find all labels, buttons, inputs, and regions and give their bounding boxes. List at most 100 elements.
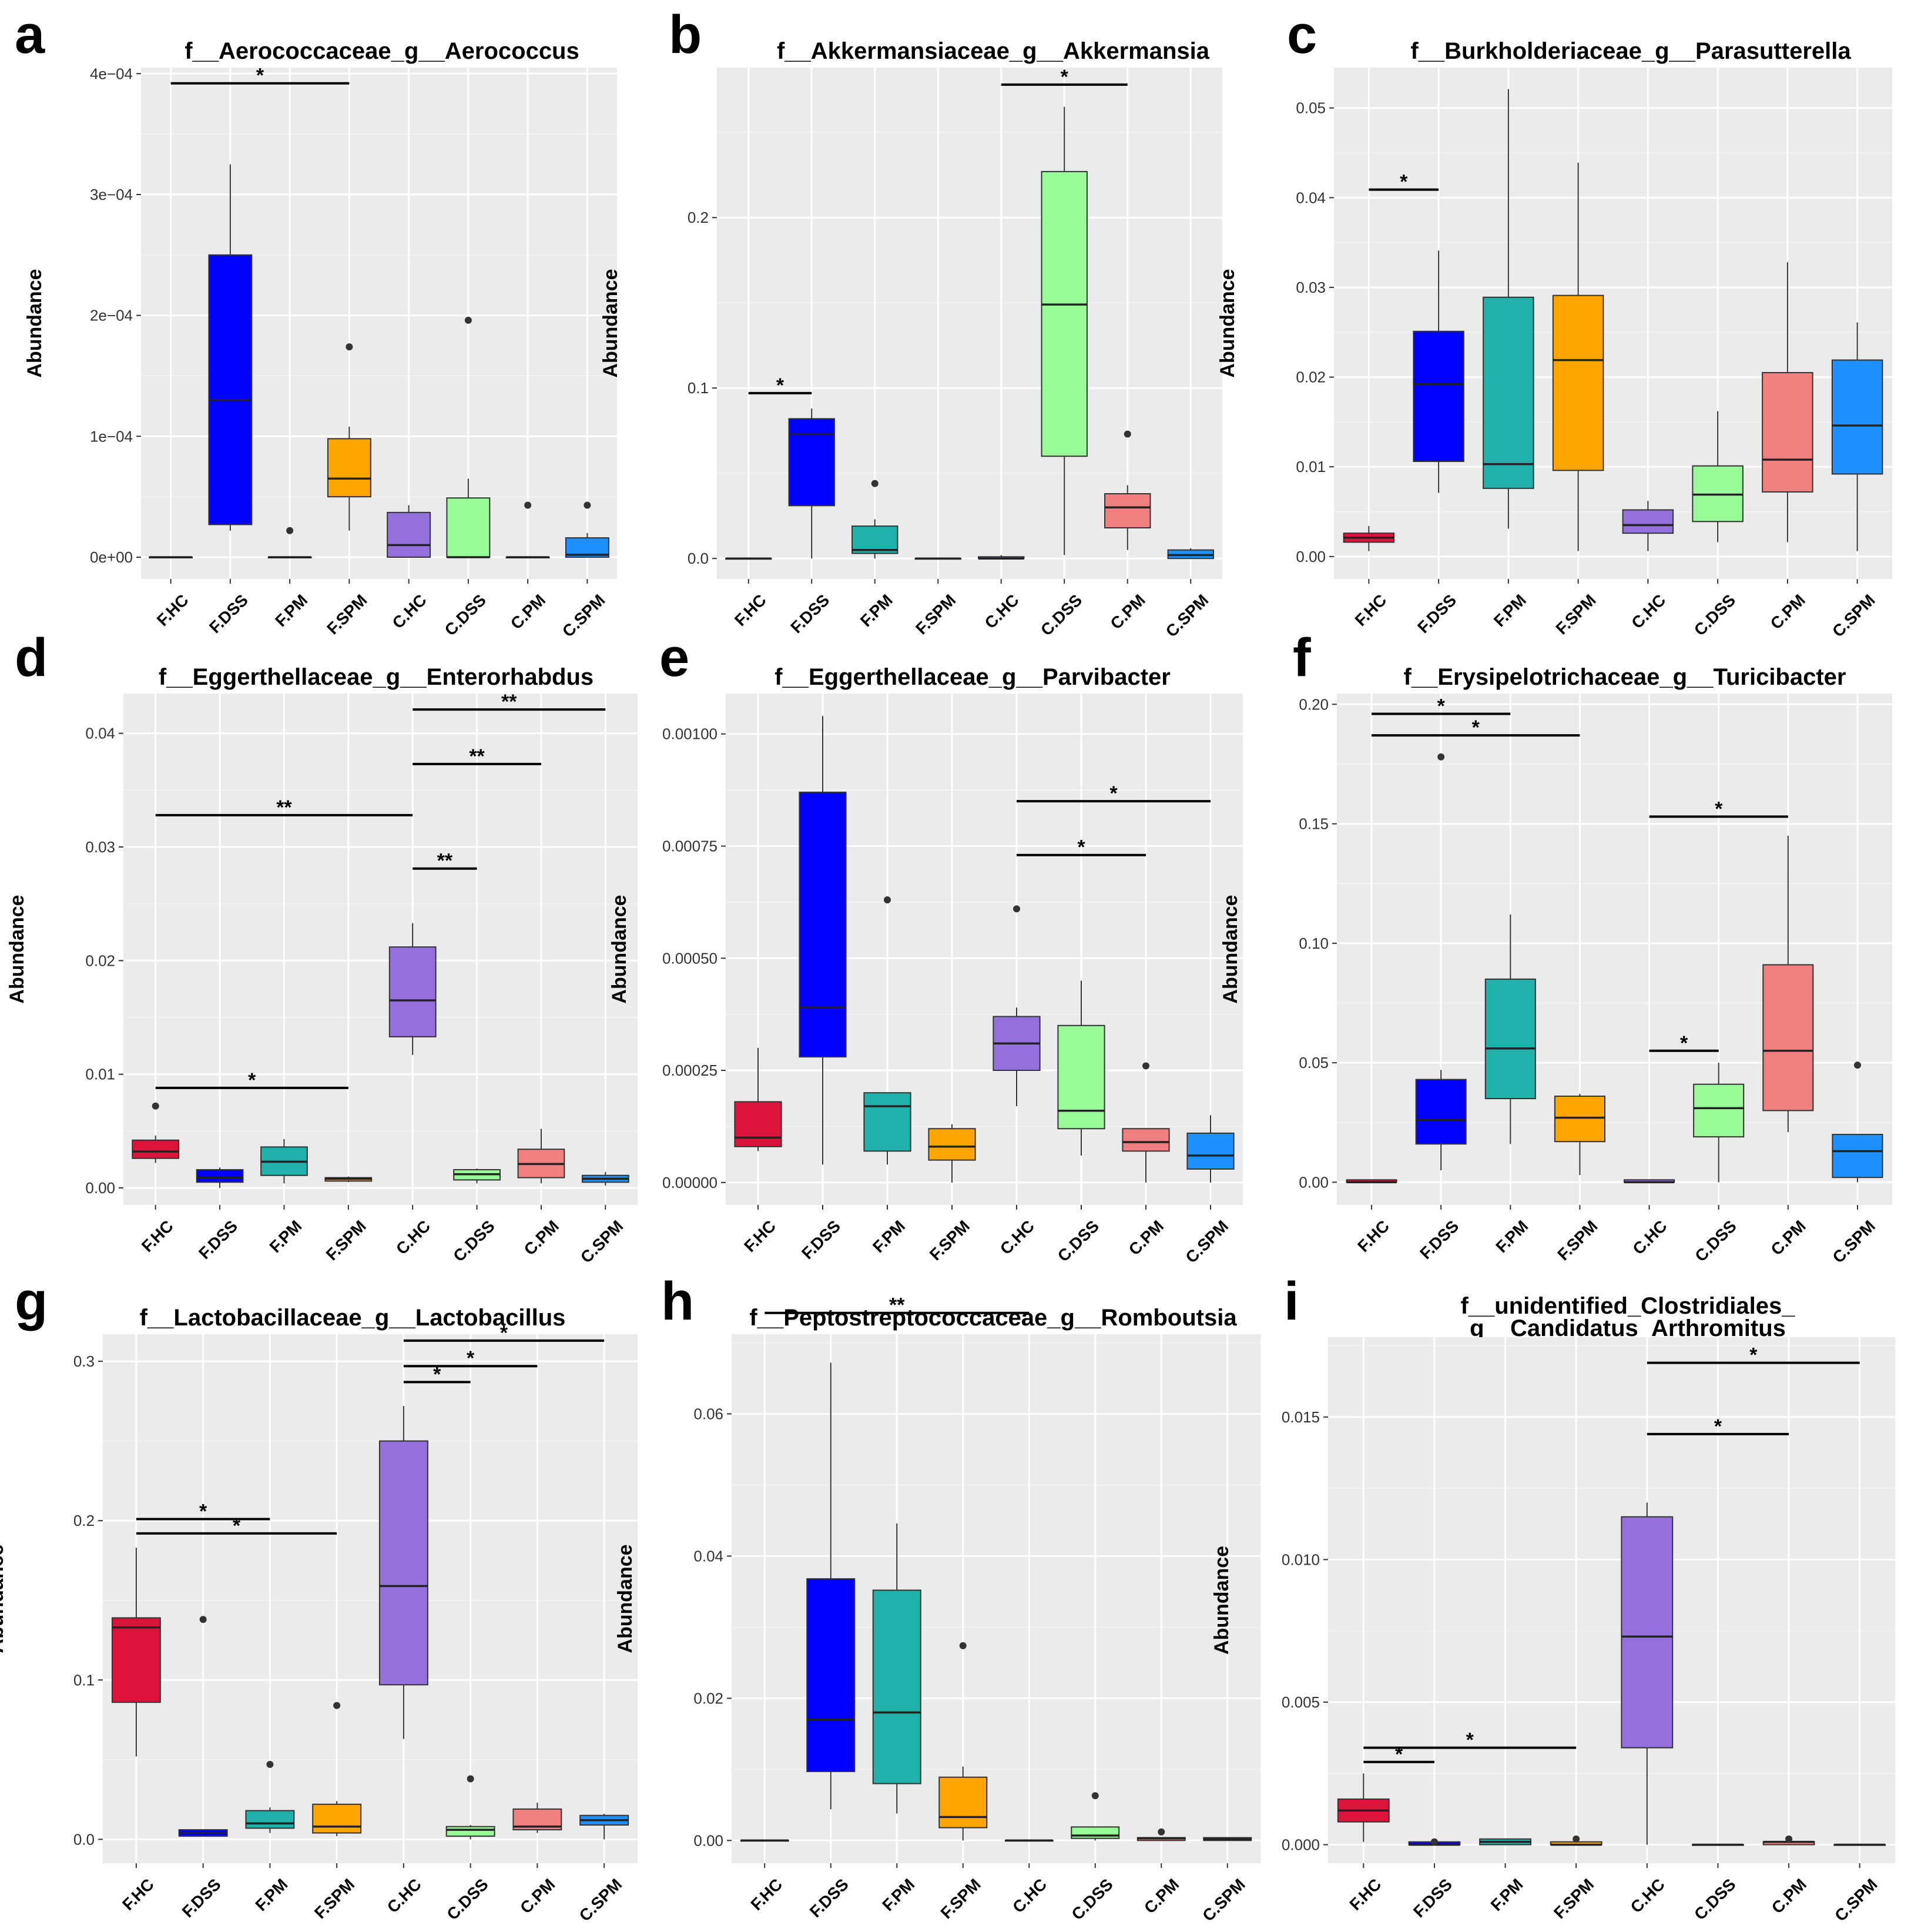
y-tick-label: 0.00025	[662, 1062, 718, 1079]
y-tick-label: 0.03	[1296, 279, 1326, 296]
x-tick-label: F.SPM	[311, 1875, 358, 1922]
box-body	[446, 497, 491, 558]
significance-stars: **	[437, 850, 453, 872]
outlier-point	[871, 480, 879, 487]
x-tick-label: F.HC	[1354, 1217, 1393, 1255]
box-body	[388, 946, 437, 1037]
panel-h: h f__Peptostreptococcaceae_g__Romboutsia 0…	[614, 1271, 1260, 1925]
significance-bracket: *	[1647, 1344, 1860, 1367]
x-tick-label: F.SPM	[926, 1217, 973, 1264]
y-axis-label: Abundance	[614, 1544, 636, 1653]
outlier-point	[884, 896, 891, 904]
plot-background	[123, 694, 638, 1205]
y-tick-label: 0.15	[1299, 815, 1329, 833]
y-tick-label: 0e+00	[90, 548, 133, 566]
significance-stars: *	[433, 1363, 441, 1385]
y-tick-label: 0.00050	[662, 949, 718, 967]
outlier-point	[1437, 753, 1445, 761]
y-axis-label: Abundance	[599, 269, 622, 377]
y-tick-label: 0.00	[85, 1179, 115, 1197]
box-body	[799, 791, 847, 1058]
panel-title: f__Aerococcaceae_g__Aerococcus	[185, 38, 579, 64]
x-tick-label: F.DSS	[1416, 1217, 1462, 1263]
x-tick-label: C.PM	[1107, 591, 1148, 632]
significance-stars: **	[276, 796, 292, 819]
x-tick-label: C.PM	[1125, 1217, 1167, 1258]
y-tick-label: 3e−04	[90, 186, 133, 203]
y-tick-label: 0.00000	[662, 1174, 718, 1191]
y-tick-label: 0.015	[1282, 1408, 1320, 1426]
significance-stars: *	[1077, 836, 1085, 859]
y-tick-label: 0.00	[1296, 548, 1326, 565]
x-tick-label: C.DSS	[1054, 1217, 1102, 1265]
y-axis-label: Abundance	[1216, 269, 1239, 377]
box-body	[851, 525, 898, 554]
panel-title: f__Eggerthellaceae_g__Enterorhabdus	[159, 664, 594, 690]
box-body	[327, 438, 371, 498]
significance-bracket: *	[136, 1500, 270, 1522]
significance-bracket: *	[1001, 66, 1128, 88]
significance-stars: *	[1437, 695, 1446, 718]
significance-stars: *	[467, 1347, 475, 1370]
box-body	[1041, 170, 1088, 457]
x-tick-label: C.DSS	[1691, 591, 1739, 639]
significance-bracket: *	[1649, 798, 1788, 820]
x-tick-label: C.HC	[981, 591, 1022, 632]
panel-letter: a	[15, 5, 45, 65]
x-tick-label: F.PM	[266, 1217, 306, 1256]
x-tick-label: F.PM	[271, 591, 311, 630]
x-tick-label: C.PM	[1767, 1217, 1809, 1258]
x-tick-label: C.DSS	[450, 1217, 498, 1265]
x-tick-label: F.PM	[857, 591, 896, 630]
significance-stars: *	[1395, 1743, 1403, 1766]
significance-bracket: *	[403, 1322, 605, 1344]
significance-stars: **	[501, 691, 517, 713]
box-body	[1057, 1024, 1105, 1130]
x-tick-label: F.PM	[869, 1217, 908, 1256]
x-tick-label: C.HC	[388, 591, 430, 632]
x-tick-label: C.DSS	[1037, 591, 1085, 639]
outlier-point	[464, 316, 472, 324]
x-tick-label: F.DSS	[1410, 1875, 1456, 1921]
significance-bracket: *	[1372, 716, 1580, 739]
significance-bracket: *	[1372, 695, 1511, 718]
y-tick-label: 4e−04	[90, 65, 133, 82]
y-tick-label: 0.01	[1296, 458, 1326, 476]
x-tick-label: F.SPM	[1552, 591, 1599, 638]
y-tick-label: 0.00	[1299, 1173, 1329, 1191]
outlier-point	[524, 501, 532, 509]
significance-bracket: **	[765, 1294, 1030, 1317]
box-body	[1762, 371, 1813, 493]
plot-background	[1334, 68, 1892, 579]
panel-letter: f	[1293, 628, 1311, 688]
y-tick-label: 0.04	[1296, 189, 1326, 206]
box-body	[806, 1578, 856, 1772]
y-tick-label: 0.2	[688, 209, 709, 226]
x-tick-label: F.DSS	[806, 1875, 852, 1921]
significance-bracket: *	[403, 1363, 471, 1385]
box-body	[1621, 1516, 1674, 1749]
x-tick-label: C.HC	[997, 1217, 1038, 1258]
x-tick-label: F.HC	[138, 1217, 177, 1255]
x-tick-label: C.DSS	[1068, 1875, 1116, 1923]
significance-bracket: *	[1369, 171, 1439, 193]
outlier-point	[199, 1616, 207, 1623]
x-tick-label: F.SPM	[1550, 1875, 1597, 1922]
outlier-point	[152, 1102, 159, 1110]
x-tick-label: C.SPM	[1199, 1875, 1249, 1925]
box-body	[196, 1169, 244, 1183]
outlier-point	[1013, 905, 1020, 913]
significance-bracket: **	[413, 691, 606, 713]
x-tick-label: F.SPM	[323, 591, 370, 638]
outlier-point	[286, 527, 294, 534]
box-body	[1831, 359, 1883, 475]
y-axis-label: Abundance	[6, 895, 28, 1003]
panel-title: f__Erysipelotrichaceae_g__Turicibacter	[1404, 664, 1846, 690]
significance-stars: *	[1472, 716, 1480, 739]
significance-bracket: *	[155, 1069, 348, 1091]
x-tick-label: F.DSS	[195, 1217, 241, 1263]
y-tick-label: 0.01	[85, 1066, 115, 1083]
outlier-point	[1142, 1062, 1149, 1070]
box-body	[734, 1101, 782, 1147]
box-body	[387, 511, 431, 558]
